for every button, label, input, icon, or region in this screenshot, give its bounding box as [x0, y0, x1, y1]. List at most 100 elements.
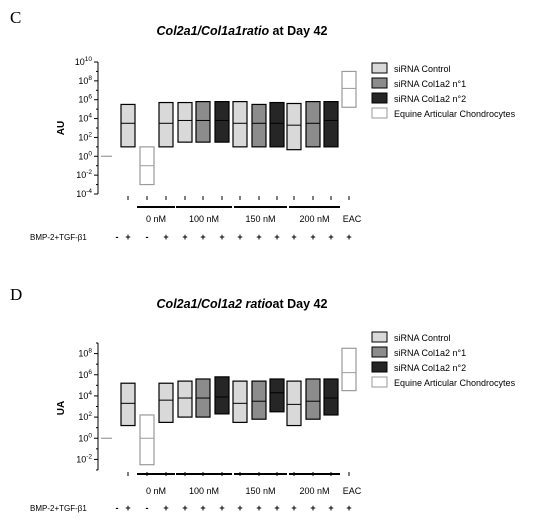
- group-label: 0 nM: [146, 486, 166, 496]
- legend-label: Equine Articular Chondrocytes: [394, 109, 516, 119]
- condition-sign: +: [328, 503, 333, 513]
- condition-sign: +: [291, 232, 296, 242]
- legend-swatch: [371, 62, 388, 74]
- condition-sign: +: [219, 232, 224, 242]
- condition-sign: +: [328, 232, 333, 242]
- box-sirna: [214, 376, 230, 415]
- box-sirna: [251, 103, 267, 148]
- box-sirna: [120, 103, 136, 148]
- chart-panel-c: 10-4 10-2 100 102 104 106 108 1010 AU siRNA Contr…: [30, 56, 516, 242]
- chart-title-c-italic: Col2a1/Col1a1ratio: [156, 24, 270, 38]
- box-sirna: [269, 101, 285, 148]
- legend-label: siRNA Col1a2 n°2: [394, 363, 466, 373]
- condition-sign: +: [291, 503, 296, 513]
- chart-title-c: Col2a1/Col1a1ratio at Day 42: [92, 24, 392, 38]
- y-axis-label: AU: [56, 121, 67, 135]
- y-tick-label: 1010: [75, 56, 93, 67]
- box-eac: [341, 70, 357, 108]
- y-tick-label: 10-4: [76, 188, 92, 199]
- box-sirna: [177, 101, 193, 143]
- group-label: 100 nM: [189, 214, 219, 224]
- condition-sign: +: [274, 503, 279, 513]
- y-tick-label: 10-2: [76, 453, 92, 464]
- condition-sign: +: [256, 232, 261, 242]
- condition-sign: +: [237, 232, 242, 242]
- y-tick-label: 106: [78, 94, 92, 105]
- condition-sign: -: [116, 232, 119, 242]
- box-sirna: [177, 380, 193, 418]
- y-axis-label: UA: [56, 401, 67, 415]
- box-sirna: [323, 100, 339, 148]
- box-sirna: [232, 380, 248, 423]
- legend-swatch: [371, 346, 388, 358]
- condition-sign: +: [256, 503, 261, 513]
- y-tick-label: 108: [78, 348, 92, 359]
- condition-sign: +: [219, 503, 224, 513]
- legend-swatch: [371, 77, 388, 89]
- y-tick-label: 106: [78, 369, 92, 380]
- condition-sign: +: [163, 232, 168, 242]
- condition-sign: +: [200, 503, 205, 513]
- box-sirna: [158, 382, 174, 423]
- group-label-eac: EAC: [343, 486, 362, 496]
- group-label: 150 nM: [245, 214, 275, 224]
- condition-sign: -: [146, 232, 149, 242]
- box-sirna: [120, 382, 136, 427]
- chart-title-d-rest: at Day 42: [272, 297, 328, 311]
- chart-panel-d: 10-2 100 102 104 106 108 UA siRNA Control siRNA …: [30, 331, 516, 513]
- box-sirna: [286, 102, 302, 151]
- box-sirna: [195, 100, 211, 143]
- legend-label: siRNA Control: [394, 64, 451, 74]
- box-sirna: [305, 100, 321, 148]
- condition-sign: +: [182, 232, 187, 242]
- condition-sign: +: [182, 503, 187, 513]
- panel-letter-d: D: [10, 285, 23, 304]
- condition-sign: +: [200, 232, 205, 242]
- legend-swatch: [371, 107, 388, 119]
- y-tick-label: 104: [78, 113, 92, 124]
- legend-label: siRNA Col1a2 n°2: [394, 94, 466, 104]
- box-sirna: [158, 101, 174, 148]
- legend-swatch: [371, 92, 388, 104]
- group-label: 200 nM: [299, 214, 329, 224]
- legend-swatch: [371, 361, 388, 373]
- condition-sign: +: [310, 503, 315, 513]
- y-tick-label: 102: [78, 131, 92, 142]
- group-label: 150 nM: [245, 486, 275, 496]
- y-tick-label: 100: [78, 150, 92, 161]
- condition-sign: +: [346, 503, 351, 513]
- box-sirna: [214, 100, 230, 143]
- y-tick-label: 104: [78, 390, 92, 401]
- chart-title-d-italic: Col2a1/Col1a2 ratio: [156, 297, 273, 311]
- box-eac: [341, 347, 357, 392]
- condition-label: BMP-2+TGF-β1: [30, 504, 87, 513]
- legend-label: siRNA Control: [394, 333, 451, 343]
- legend-label: siRNA Col1a2 n°1: [394, 79, 466, 89]
- condition-sign: -: [116, 503, 119, 513]
- group-label-eac: EAC: [343, 214, 362, 224]
- group-label: 100 nM: [189, 486, 219, 496]
- y-tick-label: 10-2: [76, 169, 92, 180]
- condition-sign: +: [310, 232, 315, 242]
- group-label: 0 nM: [146, 214, 166, 224]
- box-eac: [139, 414, 155, 466]
- box-sirna: [323, 378, 339, 416]
- condition-sign: +: [274, 232, 279, 242]
- condition-sign: +: [125, 232, 130, 242]
- box-sirna: [251, 380, 267, 420]
- condition-sign: +: [346, 232, 351, 242]
- legend-swatch: [371, 331, 388, 343]
- box-sirna: [269, 378, 285, 413]
- box-sirna: [305, 378, 321, 420]
- box-sirna: [286, 380, 302, 427]
- condition-sign: +: [125, 503, 130, 513]
- y-tick-label: 102: [78, 411, 92, 422]
- chart-title-d: Col2a1/Col1a2 ratioat Day 42: [92, 297, 392, 311]
- legend-label: siRNA Col1a2 n°1: [394, 348, 466, 358]
- box-sirna: [232, 100, 248, 148]
- condition-sign: -: [146, 503, 149, 513]
- condition-sign: +: [237, 503, 242, 513]
- condition-sign: +: [163, 503, 168, 513]
- chart-title-c-rest: at Day 42: [269, 24, 328, 38]
